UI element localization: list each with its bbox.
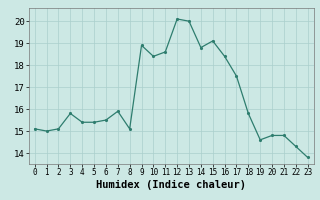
X-axis label: Humidex (Indice chaleur): Humidex (Indice chaleur) (96, 180, 246, 190)
